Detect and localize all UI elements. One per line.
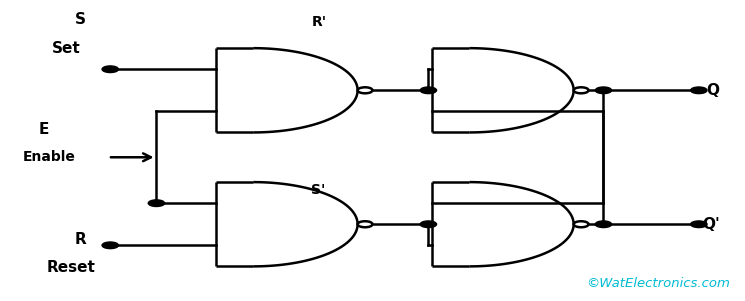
Text: Set: Set — [52, 41, 81, 56]
Circle shape — [102, 242, 118, 249]
Circle shape — [691, 221, 707, 228]
Text: S': S' — [311, 183, 326, 197]
Circle shape — [595, 221, 612, 228]
Circle shape — [595, 87, 612, 94]
Text: Q: Q — [706, 83, 719, 98]
Circle shape — [420, 87, 437, 94]
Text: Enable: Enable — [22, 150, 75, 163]
Circle shape — [691, 87, 707, 94]
Circle shape — [574, 221, 589, 227]
Text: R': R' — [311, 15, 326, 29]
Circle shape — [358, 87, 372, 93]
Text: S: S — [74, 12, 86, 27]
Circle shape — [102, 66, 118, 73]
Text: Q': Q' — [702, 217, 720, 232]
Text: R: R — [74, 232, 86, 247]
Circle shape — [148, 200, 165, 206]
Text: ©WatElectronics.com: ©WatElectronics.com — [586, 278, 730, 290]
Circle shape — [574, 87, 589, 93]
Text: E: E — [39, 122, 49, 137]
Circle shape — [358, 221, 372, 227]
Circle shape — [420, 221, 437, 228]
Text: Reset: Reset — [47, 260, 96, 275]
